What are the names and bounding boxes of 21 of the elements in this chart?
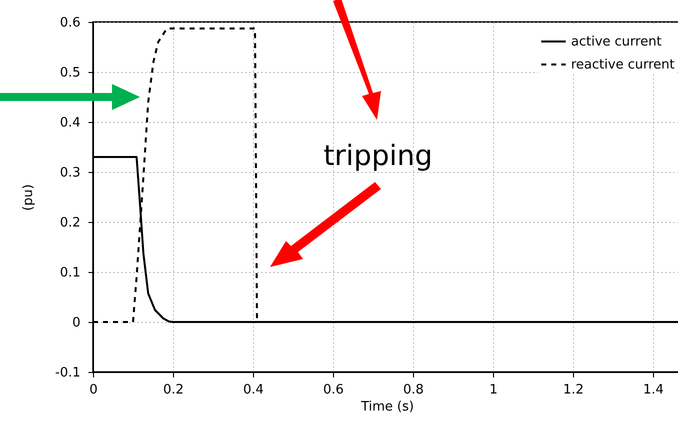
y-tick-label: 0 [72,316,80,330]
x-tick-label: 0 [89,382,98,398]
x-tick-label: 0.8 [403,382,424,398]
x-axis-title: Time (s) [360,400,414,414]
x-tick-label: 1.4 [643,382,664,398]
legend-label: reactive current [571,58,675,72]
x-tick-label: 1.2 [563,382,584,398]
y-tick-label: 0.4 [60,116,80,130]
x-tick-label: 1 [489,382,498,398]
legend-label: active current [571,34,662,50]
y-tick-label: -0.1 [55,366,80,380]
y-tick-label: 0.1 [60,266,80,280]
y-tick-label: 0.3 [60,166,80,180]
x-tick-label: 0.6 [323,382,344,398]
annotation: tripping [323,139,433,172]
y-tick-label: 0.6 [60,16,80,30]
x-tick-label: 0.2 [163,382,184,398]
y-axis-title: (pu) [21,184,36,211]
y-tick-label: 0.5 [60,66,80,80]
y-tick-label: 0.2 [60,216,80,230]
x-tick-label: 0.4 [243,382,264,398]
